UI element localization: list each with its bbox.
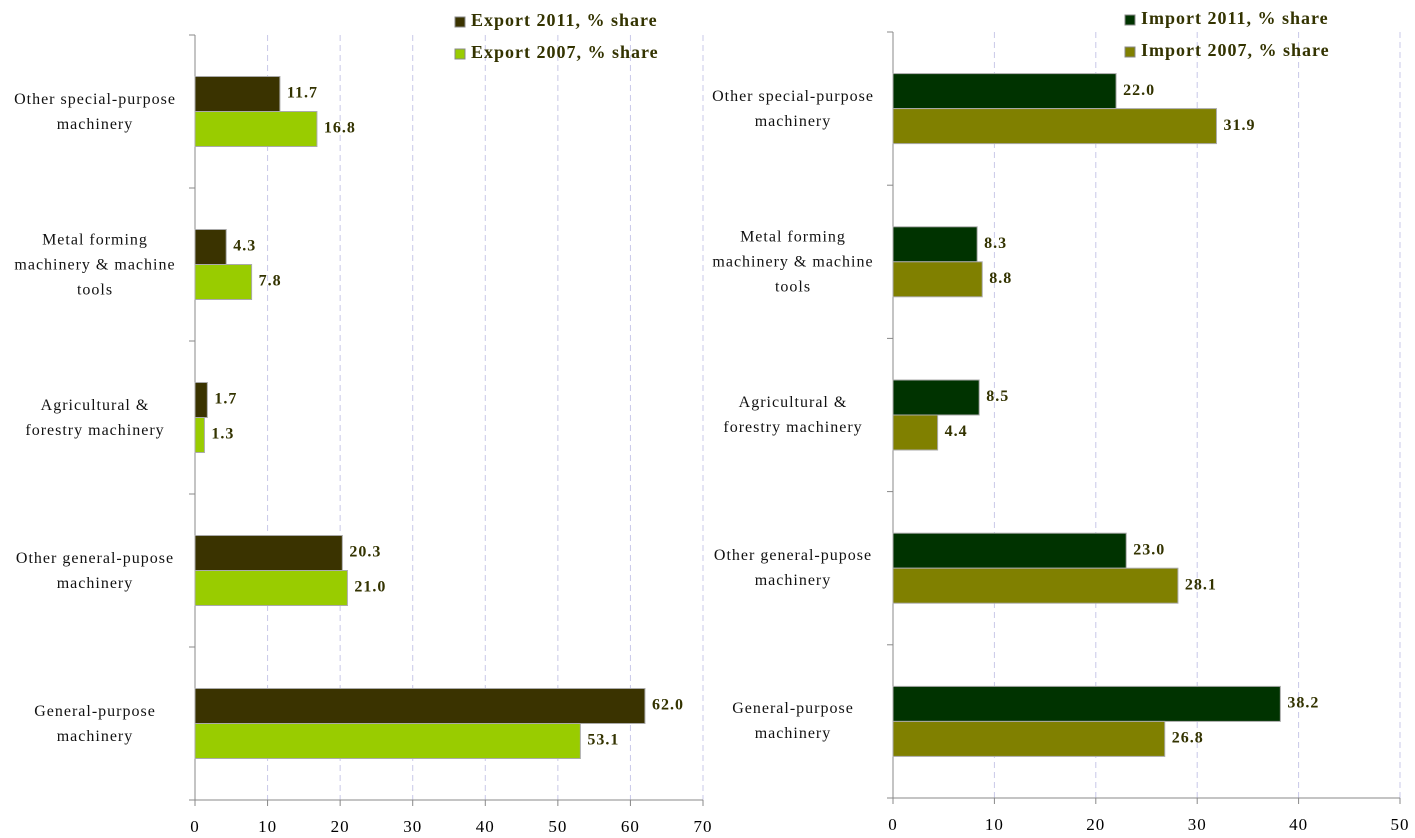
- legend-label: Export 2011, % share: [471, 10, 658, 30]
- legend-swatch: [1124, 46, 1136, 58]
- data-label: 16.8: [324, 120, 356, 137]
- bar: [892, 379, 980, 416]
- legend-label: Export 2007, % share: [471, 42, 659, 62]
- data-label: 11.7: [287, 85, 318, 102]
- x-tick-label: 50: [1391, 815, 1410, 834]
- category-label: Agricultural & forestry machinery: [723, 394, 863, 436]
- bar: [892, 567, 1179, 604]
- data-label: 4.3: [233, 238, 256, 255]
- x-tick-label: 20: [1086, 815, 1105, 834]
- data-label: 62.0: [652, 697, 684, 714]
- category-label: Agricultural & forestry machinery: [25, 396, 165, 439]
- category-label: Other general-pupose machinery: [713, 547, 873, 590]
- category-label: General-purpose machinery: [732, 700, 854, 743]
- x-tick-label: 30: [1188, 815, 1207, 834]
- category-label: Metal forming machinery & machine tools: [712, 228, 874, 296]
- data-label: 23.0: [1133, 541, 1165, 558]
- bar: [194, 417, 205, 453]
- legend-swatch: [1124, 14, 1136, 26]
- x-tick-label: 30: [403, 817, 422, 836]
- x-tick-label: 70: [694, 817, 713, 836]
- bar: [892, 226, 978, 263]
- bar: [194, 229, 227, 265]
- category-label: General-purpose machinery: [34, 702, 156, 745]
- data-label: 4.4: [945, 423, 968, 440]
- x-tick-label: 10: [985, 815, 1004, 834]
- data-label: 26.8: [1172, 730, 1204, 747]
- bar: [194, 264, 253, 300]
- data-label: 8.5: [986, 388, 1009, 405]
- data-label: 1.7: [214, 391, 237, 408]
- data-label: 53.1: [587, 732, 619, 749]
- bar: [194, 723, 581, 759]
- category-label: Other general-pupose machinery: [15, 549, 175, 592]
- data-label: 8.3: [984, 235, 1007, 252]
- category-label: Metal forming machinery & machine tools: [14, 231, 176, 298]
- bar: [194, 688, 646, 724]
- x-tick-label: 10: [258, 817, 277, 836]
- x-tick-label: 60: [621, 817, 640, 836]
- legend-swatch: [454, 16, 466, 28]
- bar: [194, 535, 343, 571]
- x-tick-label: 0: [888, 815, 898, 834]
- bar: [194, 570, 348, 606]
- bar: [892, 108, 1217, 145]
- bar: [892, 532, 1127, 569]
- x-tick-label: 50: [548, 817, 567, 836]
- legend-label: Import 2007, % share: [1141, 40, 1330, 60]
- data-label: 1.3: [211, 426, 234, 443]
- bar: [194, 111, 318, 147]
- bar: [194, 382, 208, 418]
- data-label: 38.2: [1287, 695, 1319, 712]
- bar: [194, 76, 281, 112]
- data-label: 20.3: [349, 544, 381, 561]
- legend-label: Import 2011, % share: [1141, 8, 1329, 28]
- bar: [892, 720, 1166, 757]
- data-label: 22.0: [1123, 82, 1155, 99]
- bar: [892, 261, 983, 298]
- data-label: 8.8: [989, 270, 1012, 287]
- data-label: 28.1: [1185, 576, 1217, 593]
- bar: [892, 73, 1117, 110]
- x-tick-label: 40: [1289, 815, 1308, 834]
- x-tick-label: 0: [190, 817, 200, 836]
- legend-swatch: [454, 48, 466, 60]
- bar: [892, 685, 1281, 722]
- category-label: Other special-purpose machinery: [712, 87, 874, 130]
- data-label: 21.0: [354, 579, 386, 596]
- x-tick-label: 40: [476, 817, 495, 836]
- data-label: 7.8: [259, 273, 282, 290]
- x-tick-label: 20: [331, 817, 350, 836]
- data-label: 31.9: [1223, 117, 1255, 134]
- category-label: Other special-purpose machinery: [14, 90, 176, 133]
- bar: [892, 414, 939, 451]
